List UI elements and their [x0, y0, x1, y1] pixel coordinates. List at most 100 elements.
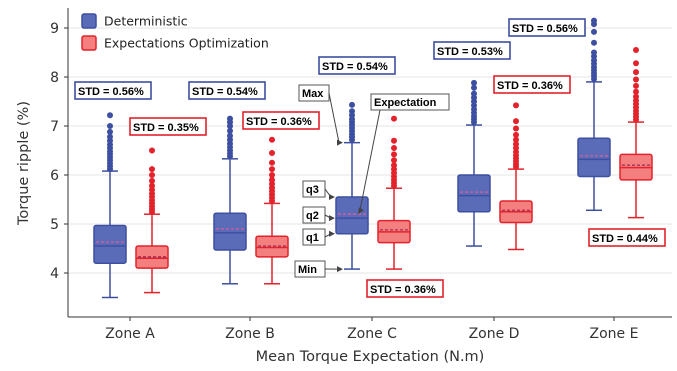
outlier-point — [391, 115, 397, 122]
std-label: STD = 0.35% — [133, 122, 199, 134]
outlier-point — [149, 172, 155, 178]
box-iqr — [135, 245, 169, 269]
annotation-label-q3: q3 — [306, 184, 319, 196]
legend-label-deterministic: Deterministic — [104, 14, 188, 29]
outlier-point — [513, 102, 519, 109]
std-label: STD = 0.54% — [322, 61, 388, 73]
outlier-point — [269, 136, 275, 143]
outlier-point — [591, 49, 597, 56]
outlier-point — [513, 136, 519, 143]
x-tick-label: Zone D — [469, 326, 520, 342]
annotation-arrowhead — [337, 266, 343, 273]
outlier-point — [227, 115, 233, 122]
outlier-point — [633, 69, 639, 76]
outlier-point — [107, 123, 113, 129]
annotation-label-q2: q2 — [306, 210, 319, 222]
y-tick-label: 7 — [50, 119, 59, 135]
y-tick-label: 5 — [50, 217, 59, 233]
annotation-label-q1: q1 — [306, 232, 319, 244]
box-expectations-optimization-zone-b — [255, 136, 289, 285]
outlier-point — [269, 172, 275, 178]
outlier-point — [149, 147, 155, 154]
box-deterministic-zone-a — [93, 112, 127, 299]
box-iqr — [255, 235, 289, 258]
outlier-point — [513, 125, 519, 132]
legend-swatch-deterministic — [81, 13, 97, 29]
outlier-point — [633, 76, 639, 83]
outlier-point — [107, 128, 113, 135]
outlier-point — [513, 131, 519, 138]
y-axis-title: Torque ripple (%) — [16, 101, 32, 226]
std-label-box — [433, 41, 511, 60]
outlier-point — [391, 145, 397, 152]
annotation-arrowhead — [329, 230, 335, 237]
x-tick-label: Zone A — [105, 326, 155, 342]
outlier-point — [633, 47, 639, 54]
annotation-arrowhead — [329, 194, 335, 201]
outlier-point — [149, 177, 155, 184]
annotation-label-max: Max — [302, 88, 324, 100]
box-iqr — [457, 174, 491, 213]
std-label-box — [242, 111, 320, 130]
outlier-point — [391, 162, 397, 169]
annotation-arrowhead — [329, 215, 335, 222]
box-expectations-optimization-zone-d — [499, 102, 533, 251]
box-expectations-optimization-zone-c — [377, 115, 411, 270]
y-tick-label: 9 — [50, 21, 59, 37]
std-label-box — [318, 56, 396, 75]
std-label: STD = 0.56% — [78, 86, 144, 98]
outlier-point — [149, 182, 155, 189]
outlier-point — [633, 60, 639, 67]
annotation-label-expectation: Expectation — [374, 97, 437, 109]
outlier-point — [269, 149, 275, 156]
outlier-point — [391, 151, 397, 158]
outlier-point — [107, 133, 113, 140]
outlier-point — [227, 127, 233, 134]
x-axis-title: Mean Torque Expectation (N.m) — [256, 349, 485, 365]
outlier-point — [391, 137, 397, 144]
annotation-arrow — [359, 109, 381, 211]
std-label-box — [493, 75, 571, 94]
y-tick-label: 6 — [50, 168, 59, 184]
annotation-box-expectation — [370, 93, 450, 111]
outlier-point — [471, 90, 477, 97]
box-iqr — [213, 212, 247, 251]
outlier-point — [349, 101, 355, 108]
std-label-box — [588, 228, 666, 247]
std-labels: STD = 0.56% STD = 0.54% STD = 0.54% STD = 0… — [74, 18, 666, 298]
std-label-box — [74, 81, 152, 100]
box-plots — [93, 17, 653, 299]
annotation-label-min: Min — [298, 264, 317, 276]
std-label: STD = 0.54% — [192, 86, 258, 98]
box-deterministic-zone-b — [213, 115, 247, 285]
outlier-point — [591, 17, 597, 24]
std-label: STD = 0.44% — [592, 233, 658, 245]
outlier-point — [633, 93, 639, 100]
std-label: STD = 0.53% — [437, 46, 503, 58]
x-tick-label: Zone B — [225, 326, 275, 342]
std-label-box — [366, 279, 444, 298]
std-label: STD = 0.56% — [512, 23, 578, 35]
box-deterministic-zone-d — [457, 79, 491, 247]
std-label-box — [188, 81, 266, 100]
outlier-point — [633, 88, 639, 95]
legend: Deterministic Expectations Optimization — [81, 13, 269, 51]
legend-swatch-expectations-optimization — [81, 35, 97, 51]
outlier-point — [513, 141, 519, 148]
std-label: STD = 0.36% — [497, 80, 563, 92]
box-iqr — [335, 196, 369, 235]
outlier-point — [513, 118, 519, 125]
outlier-point — [269, 176, 275, 183]
y-ticks: 4 5 6 7 8 9 — [50, 21, 68, 282]
box-annotations: Max q3 q2 q1 Min Expectation — [294, 84, 450, 278]
legend-label-expectations-optimization: Expectations Optimization — [104, 36, 269, 51]
std-label-box — [508, 18, 586, 37]
outlier-point — [227, 132, 233, 139]
outlier-point — [269, 159, 275, 166]
axes — [67, 8, 672, 318]
outlier-point — [391, 157, 397, 164]
std-label: STD = 0.36% — [370, 284, 436, 296]
y-tick-label: 4 — [50, 266, 59, 282]
annotation-arrowhead — [337, 139, 343, 146]
box-expectations-optimization-zone-e — [619, 47, 653, 219]
